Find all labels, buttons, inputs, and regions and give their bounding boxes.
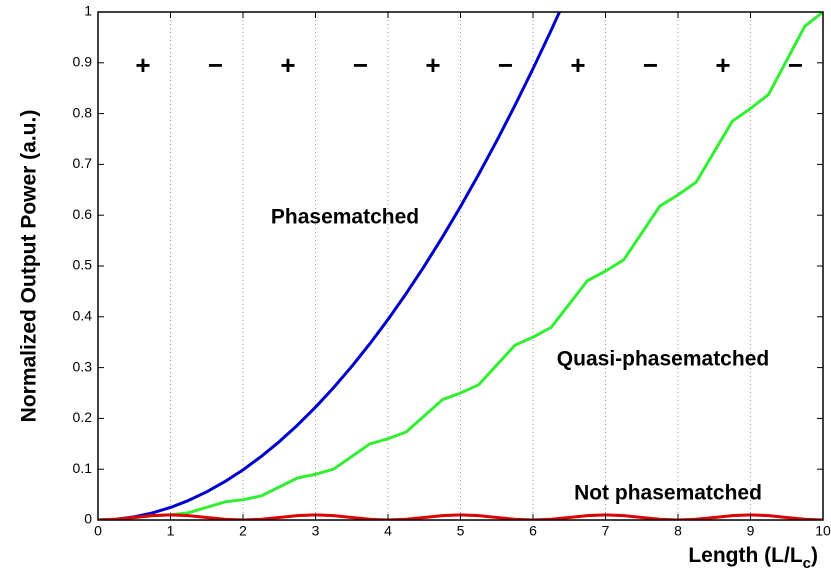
x-tick-label: 0: [94, 523, 102, 539]
sign-label: −: [208, 50, 223, 80]
x-tick-label: 3: [312, 523, 320, 539]
series-annotation: Quasi-phasematched: [557, 348, 769, 371]
sign-label: +: [425, 50, 440, 80]
series-annotation: Phasematched: [271, 206, 419, 229]
x-tick-label: 7: [602, 523, 610, 539]
y-tick-label: 0.9: [73, 54, 93, 70]
series-line: [98, 12, 562, 520]
x-tick-label: 5: [457, 523, 465, 539]
y-tick-label: 0.2: [73, 409, 93, 425]
y-axis-label: Normalized Output Power (a.u.): [18, 110, 41, 423]
sign-label: +: [715, 50, 730, 80]
sign-label: +: [135, 50, 150, 80]
x-tick-label: 9: [747, 523, 755, 539]
x-tick-label: 4: [384, 523, 392, 539]
sign-label: −: [353, 50, 368, 80]
y-tick-label: 0.7: [73, 155, 93, 171]
x-tick-label: 8: [674, 523, 682, 539]
x-tick-label: 6: [529, 523, 537, 539]
x-tick-label: 10: [815, 523, 831, 539]
x-tick-label: 1: [167, 523, 175, 539]
y-tick-label: 0.8: [73, 104, 93, 120]
y-tick-label: 1: [84, 3, 92, 19]
sign-label: +: [570, 50, 585, 80]
y-tick-label: 0.4: [73, 308, 93, 324]
x-tick-label: 2: [239, 523, 247, 539]
sign-label: −: [643, 50, 658, 80]
y-tick-label: 0.1: [73, 460, 93, 476]
y-tick-label: 0.3: [73, 358, 93, 374]
series-annotation: Not phasematched: [574, 482, 762, 505]
sign-label: +: [280, 50, 295, 80]
series-line: [98, 12, 823, 520]
y-tick-label: 0.5: [73, 257, 93, 273]
x-axis-label: Length (L/Lc): [688, 544, 818, 572]
y-tick-label: 0: [84, 511, 92, 527]
y-tick-label: 0.6: [73, 206, 93, 222]
sign-label: −: [498, 50, 513, 80]
sign-label: −: [788, 50, 803, 80]
